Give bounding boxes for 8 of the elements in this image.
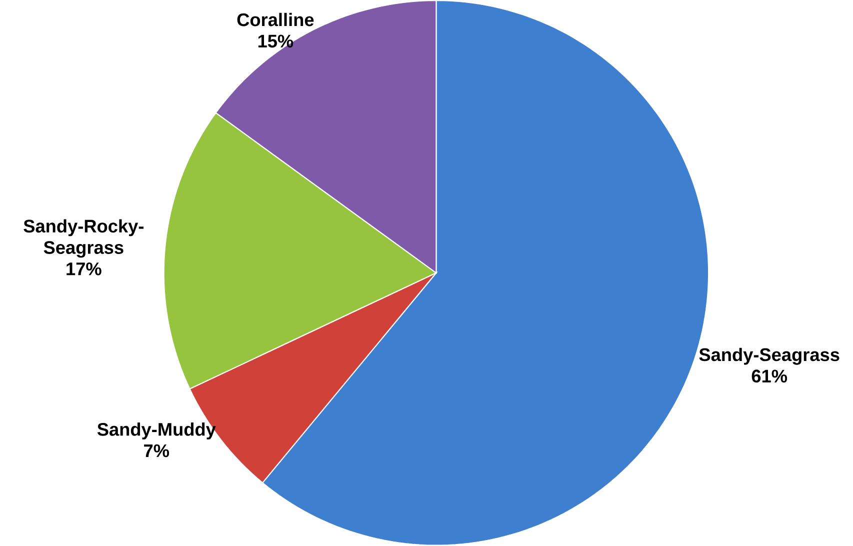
data-label: 7% [144, 444, 170, 458]
slice-label: Sandy-Rocky-Seagrass [24, 219, 144, 258]
slice-label: Coralline [237, 12, 314, 26]
data-label: 15% [258, 34, 294, 48]
slice-label: Sandy-Muddy [97, 422, 216, 440]
slice-label: Sandy-Seagrass [699, 348, 840, 365]
data-label: 17% [66, 262, 102, 276]
data-label: 61% [752, 370, 788, 383]
